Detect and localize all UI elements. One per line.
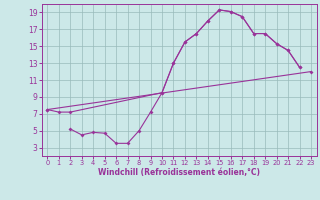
X-axis label: Windchill (Refroidissement éolien,°C): Windchill (Refroidissement éolien,°C) <box>98 168 260 177</box>
